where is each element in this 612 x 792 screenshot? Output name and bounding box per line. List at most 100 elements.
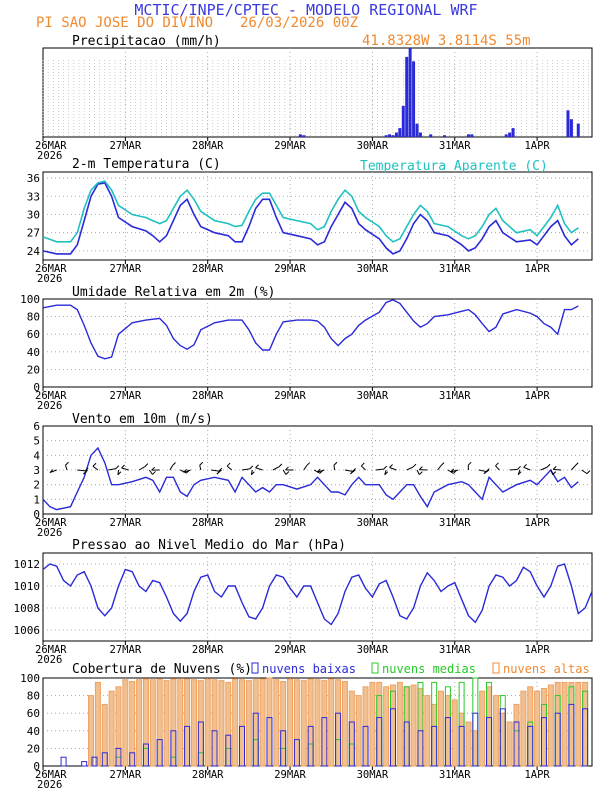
x-tick-label: 26MAR [35, 769, 67, 781]
cloud-bar-2 [280, 681, 287, 767]
cloud-bar-2 [287, 678, 294, 767]
precip-bar [508, 132, 512, 137]
wind-barb [241, 468, 250, 471]
location-label: PI SAO JOSE DO DIVINO [36, 15, 213, 31]
precip-bar [394, 132, 398, 137]
series-line-pressao [42, 563, 593, 626]
cloud-bar-0 [156, 739, 163, 767]
wind-barb-tick [115, 465, 120, 469]
x-tick-label: 28MAR [192, 769, 224, 781]
y-tick-label: 4 [33, 449, 40, 462]
panel-frame [42, 47, 593, 138]
wind-barb-tick [383, 465, 388, 470]
wind-barb [92, 465, 99, 471]
x-tick-label: 31MAR [439, 390, 471, 402]
wind-barb-tick [218, 467, 223, 472]
wind-barb-tick [418, 471, 423, 475]
cloud-bar-2 [438, 690, 445, 767]
cloud-bar-0 [307, 725, 314, 767]
x-tick-label: 29MAR [274, 644, 306, 656]
legend-swatch [251, 662, 259, 674]
wind-barb [211, 469, 219, 472]
wind-barb [183, 469, 191, 473]
panel-frame [42, 171, 593, 261]
cloud-bar-2 [355, 695, 362, 767]
y-tick-label: 36 [27, 172, 40, 185]
y-tick-label: 0 [33, 760, 40, 773]
wind-barb-tick [517, 471, 522, 476]
wind-barb [317, 469, 325, 473]
legend-label: nuvens medias [382, 662, 476, 676]
wind-barb-tick [517, 465, 521, 470]
cloud-bar-2 [376, 681, 383, 767]
cloud-bar-2 [341, 681, 348, 767]
x-tick-label: 28MAR [192, 263, 224, 275]
cloud-bar-0 [142, 743, 149, 767]
x-tick-label: 1APR [524, 140, 550, 152]
wind-barb [478, 469, 487, 473]
wind-barb [138, 466, 146, 471]
precip-bar [470, 134, 474, 137]
cloud-bar-2 [259, 678, 266, 767]
wind-barb-tick [495, 462, 499, 467]
cloud-bar-2 [499, 712, 506, 767]
cloud-bar-2 [211, 679, 218, 767]
y-tick-label: 60 [27, 328, 40, 341]
cloud-bar-0 [225, 734, 232, 767]
cloud-bar-2 [396, 681, 403, 767]
series-line-vento [42, 446, 579, 511]
wind-barb-tick [389, 464, 393, 468]
cloud-bar-0 [582, 708, 589, 767]
y-tick-label: 6 [33, 420, 40, 433]
wind-barb-tick [546, 463, 551, 468]
wind-barb-tick [255, 464, 259, 469]
y-tick-label: 20 [27, 363, 40, 376]
cloud-bar-0 [266, 717, 273, 767]
x-tick-label: 26MAR [35, 390, 67, 402]
coords-label: 41.8328W 3.8114S 55m [362, 33, 531, 49]
wind-barb-tick [183, 468, 187, 473]
cloud-bar-2 [328, 678, 335, 767]
cloud-bar-2 [218, 680, 225, 767]
cloud-bar-0 [554, 712, 561, 767]
cloud-bar-2 [190, 679, 197, 767]
cloud-bar-2 [136, 679, 143, 767]
wind-barb-tick [121, 464, 125, 469]
cloud-bar-2 [156, 678, 163, 767]
cloud-bar-2 [389, 684, 396, 767]
wind-barb-tick [278, 463, 283, 468]
cloud-bar-2 [307, 678, 314, 767]
cloud-bar-2 [142, 678, 149, 767]
y-tick-label: 40 [27, 346, 40, 359]
wind-barb [406, 466, 414, 471]
cloud-bar-2 [540, 688, 547, 767]
x-year-label: 2026 [37, 150, 62, 162]
cloud-bar-2 [568, 681, 575, 767]
wind-barb-tick [152, 471, 156, 475]
panel-3: 0 12 3 45 6 26MAR 27MAR 28MAR 29MAR 30MAR 31MAR 1AP… [33, 412, 593, 539]
legend-swatch [492, 662, 500, 674]
precip-bar [298, 134, 302, 137]
cloud-bar-0 [81, 761, 88, 767]
wind-barb [65, 465, 68, 471]
panel-frame [42, 552, 593, 642]
x-tick-label: 28MAR [192, 517, 224, 529]
wind-barb [199, 465, 202, 471]
cloud-bar-0 [211, 730, 218, 767]
wind-barb [333, 465, 336, 471]
cloud-bar-2 [561, 681, 568, 767]
cloud-bar-0 [348, 721, 355, 767]
x-tick-label: 27MAR [110, 390, 142, 402]
precip-bar [391, 135, 395, 137]
precip-bar [566, 110, 570, 137]
y-tick-label: 3 [33, 464, 40, 477]
wind-barb [375, 468, 384, 471]
wind-barb-tick [117, 471, 122, 476]
cloud-bar-2 [225, 681, 232, 767]
cloud-bar-2 [177, 679, 184, 767]
cloud-bar-2 [547, 684, 554, 767]
x-tick-label: 30MAR [357, 517, 389, 529]
cloud-bar-0 [129, 752, 136, 767]
y-tick-label: 20 [27, 742, 40, 755]
cloud-bar-2 [245, 680, 252, 767]
